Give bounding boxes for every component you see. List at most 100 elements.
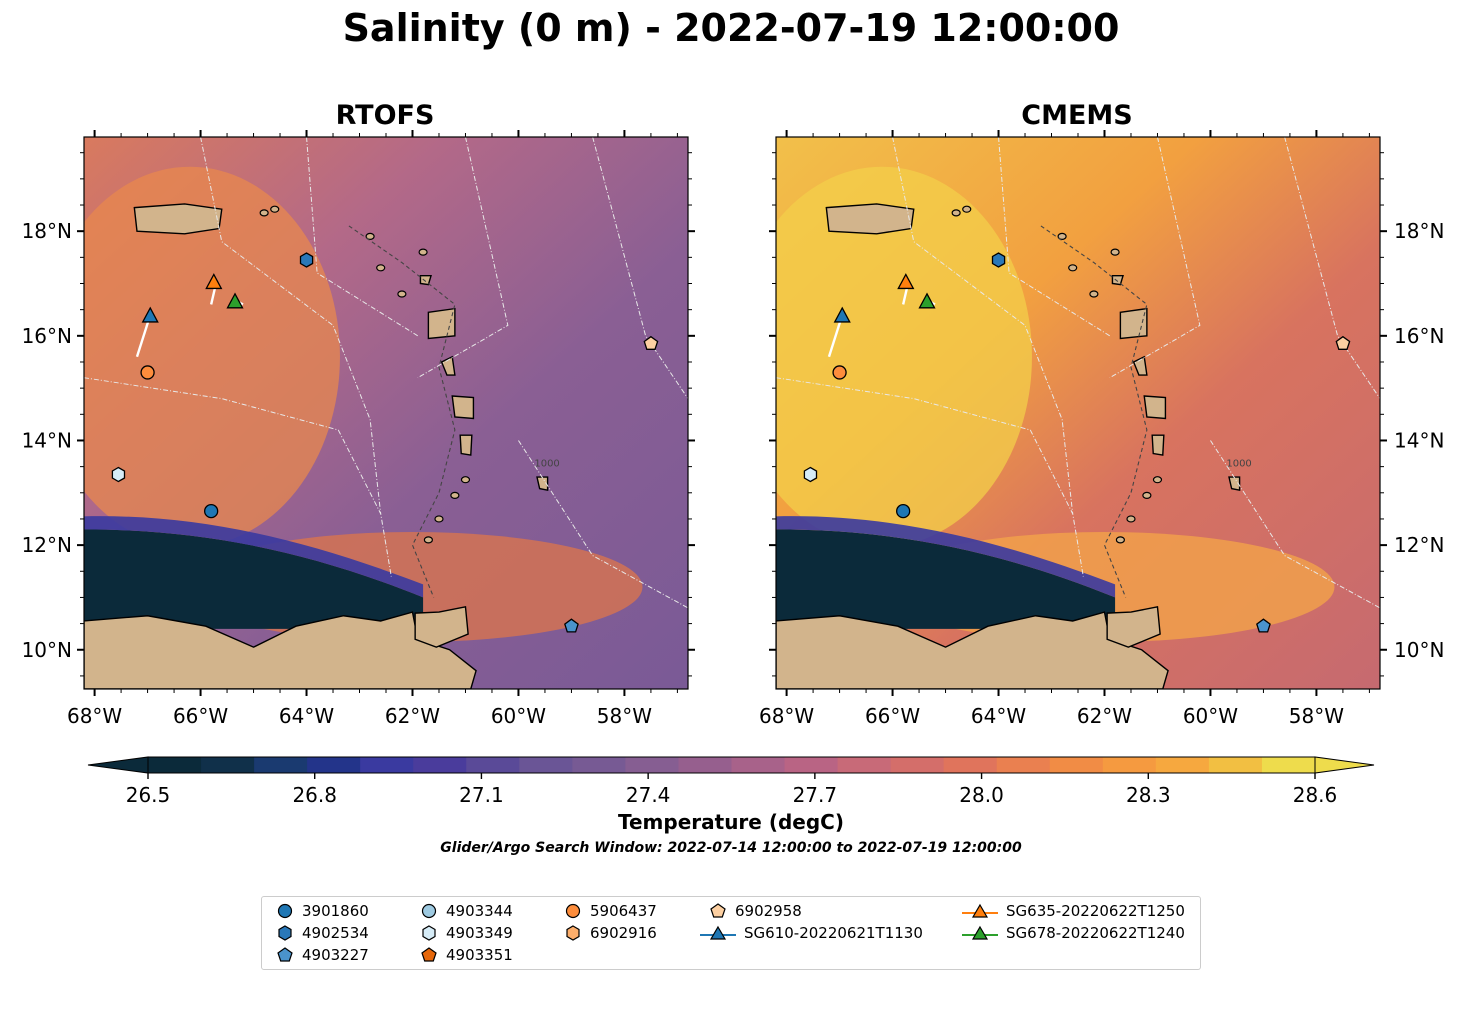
colorbar-bin: [1208, 757, 1263, 773]
island: [1152, 476, 1163, 484]
island: [418, 248, 428, 256]
land-polygon: [1111, 274, 1124, 286]
legend-label: 6902958: [735, 902, 802, 920]
legend-label: 5906437: [590, 902, 657, 920]
glider-marker-SG610-20220621T1130: [141, 306, 159, 323]
colorbar-bin: [678, 757, 732, 773]
colorbar-bin: [413, 757, 467, 773]
lat-tick-label: 14°N: [22, 428, 72, 452]
lon-tick-label: 64°W: [971, 704, 1026, 728]
lat-tick-label: 14°N: [1394, 428, 1444, 452]
colorbar-label: Temperature (degC): [618, 810, 844, 834]
island: [962, 205, 972, 213]
colorbar-bin: [943, 757, 998, 773]
land-polygon: [1106, 606, 1161, 648]
lon-tick-label: 64°W: [279, 704, 334, 728]
legend-item-4903344: 4903344: [420, 901, 513, 921]
lat-tick-label: 12°N: [1394, 533, 1444, 557]
colorbar-bin: [784, 757, 839, 773]
salinity-field: 1000: [776, 137, 1380, 689]
search-window-caption: Glider/Argo Search Window: 2022-07-14 12…: [440, 840, 1022, 856]
glider-marker-SG678-20220622T1240: [226, 292, 244, 309]
lat-tick-label: 10°N: [1394, 638, 1444, 662]
colorbar-bin: [307, 757, 361, 773]
island: [1142, 491, 1152, 500]
legend-item-4903349: 4903349: [420, 923, 513, 943]
island: [951, 209, 961, 217]
eez-boundary: [200, 137, 382, 514]
colorbar-bin: [519, 757, 573, 773]
land-polygon: [427, 307, 456, 340]
colorbar-tick-label: 27.1: [459, 783, 504, 807]
colorbar-bin: [360, 757, 414, 773]
land-polygon: [451, 395, 475, 420]
circle-marker-icon: [421, 903, 437, 919]
argo-marker-3901860: [204, 503, 219, 519]
island: [270, 205, 280, 213]
triangle-line-marker-icon: [700, 925, 736, 940]
colorbar-bin: [890, 757, 945, 773]
colorbar-extend-high: [1314, 756, 1375, 774]
colorbar-bin: [625, 757, 679, 773]
lon-tick-label: 60°W: [1183, 704, 1238, 728]
hexagon-marker-icon: [278, 925, 292, 941]
legend-item-sg678: SG678-20220622T1240: [962, 923, 1185, 943]
colorbar-tick-label: 27.4: [626, 783, 671, 807]
island: [450, 491, 460, 500]
colorbar-bin: [466, 757, 520, 773]
land-polygon: [1143, 395, 1167, 420]
glider-marker-SG678-20220622T1240: [918, 292, 936, 309]
pentagon-marker-icon: [277, 947, 293, 962]
legend-label: SG610-20220621T1130: [744, 924, 923, 942]
colorbar-bin: [837, 757, 892, 773]
pentagon-marker-icon: [710, 903, 726, 918]
isobath-label: 1000: [534, 459, 559, 470]
glider-marker-SG635-20220622T1250: [897, 273, 915, 290]
isobath-label: 1000: [1226, 459, 1251, 470]
salinity-field: 1000: [84, 137, 688, 689]
argo-marker-4902534: [991, 252, 1006, 268]
colorbar-tick-label: 28.3: [1126, 783, 1171, 807]
glider-track: [901, 285, 909, 305]
land-polygon: [1151, 434, 1165, 456]
island: [1115, 536, 1125, 544]
lon-tick-label: 62°W: [385, 704, 440, 728]
glider-marker-SG610-20220621T1130: [833, 306, 851, 323]
panel-title-cmems: CMEMS: [1021, 100, 1133, 131]
colorbar-tick-label: 28.0: [959, 783, 1004, 807]
land-polygon: [776, 611, 1169, 689]
legend-item-5906437: 5906437: [564, 901, 657, 921]
colorbar-bin: [1049, 757, 1104, 773]
panel-title-rtofs: RTOFS: [335, 100, 435, 131]
lon-tick-label: 58°W: [597, 704, 652, 728]
hexagon-marker-icon: [422, 925, 436, 941]
eez-boundary: [417, 137, 509, 379]
land-polygon: [536, 476, 549, 492]
rtofs-map[interactable]: 1000 68°W 66°W 64°W 62°W 60°W 58°W 10°N 12°N 14°N…: [0, 120, 720, 730]
colorbar-frame: [147, 756, 1316, 774]
land-polygon: [419, 274, 432, 286]
lon-tick-label: 68°W: [759, 704, 814, 728]
pentagon-marker-icon: [421, 947, 437, 962]
eez-boundary: [1109, 137, 1201, 379]
lon-tick-label: 62°W: [1077, 704, 1132, 728]
island: [376, 264, 386, 272]
eez-boundary: [84, 377, 392, 577]
legend-item-4903351: 4903351: [420, 945, 513, 965]
legend-item-4903227: 4903227: [276, 945, 369, 965]
cmems-map[interactable]: 1000 68°W 66°W 64°W 62°W 60°W 58°W 10°N 12°N 14°N…: [700, 120, 1462, 730]
legend-item-4902534: 4902534: [276, 923, 369, 943]
legend-label: 6902916: [590, 924, 657, 942]
glider-marker-SG635-20220622T1250: [205, 273, 223, 290]
eez-boundary: [892, 137, 1074, 514]
legend-label: 4903344: [446, 902, 513, 920]
land-polygon: [133, 203, 223, 235]
land-polygon: [84, 611, 477, 689]
land-polygon: [1228, 476, 1241, 492]
lon-tick-label: 66°W: [865, 704, 920, 728]
legend-label: 3901860: [302, 902, 369, 920]
land-polygon: [459, 434, 473, 456]
land-polygon: [825, 203, 915, 235]
lon-tick-label: 68°W: [67, 704, 122, 728]
colorbar-bin: [996, 757, 1051, 773]
